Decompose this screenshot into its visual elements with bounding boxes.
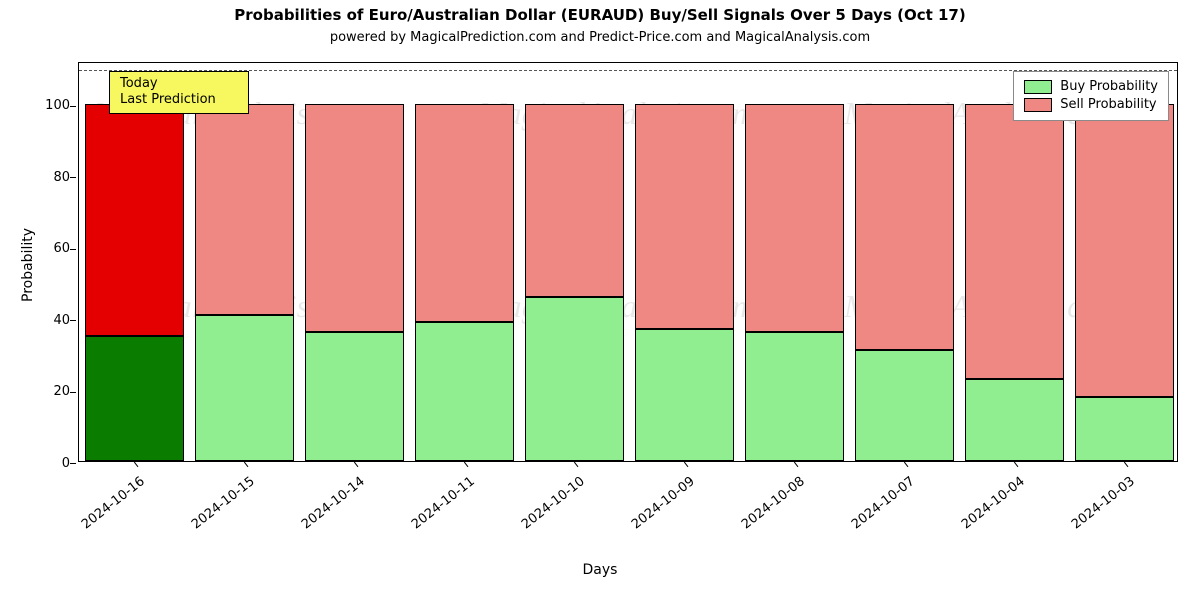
sell-bar [525,104,624,297]
y-tick: 0 [20,456,70,471]
sell-bar [745,104,844,333]
y-tick: 80 [20,170,70,185]
x-tick: 2024-10-07 [849,474,918,532]
buy-bar [745,332,844,461]
sell-bar [855,104,954,350]
bar-group [195,61,294,461]
buy-bar [1075,397,1174,461]
buy-bar [85,336,184,461]
x-tick: 2024-10-11 [409,474,478,532]
buy-bar [525,297,624,461]
x-tick: 2024-10-09 [629,474,698,532]
x-tick: 2024-10-16 [79,474,148,532]
today-annotation: TodayLast Prediction [109,71,249,114]
annotation-line: Today [120,76,238,92]
bar-group [85,61,184,461]
x-tick: 2024-10-03 [1069,474,1138,532]
buy-bar [855,350,954,461]
bar-group [855,61,954,461]
x-tick: 2024-10-15 [189,474,258,532]
x-tick: 2024-10-14 [299,474,368,532]
sell-bar [965,104,1064,379]
x-tick: 2024-10-10 [519,474,588,532]
y-axis-label: Probability [20,228,36,302]
sell-bar [1075,104,1174,397]
chart-title: Probabilities of Euro/Australian Dollar … [0,6,1200,24]
sell-bar [635,104,734,329]
legend-swatch [1024,98,1052,112]
sell-bar [305,104,404,333]
y-tick: 60 [20,241,70,256]
sell-bar [415,104,514,322]
legend-item: Buy Probability [1024,78,1158,96]
buy-bar [195,315,294,461]
sell-bar [195,104,294,315]
legend: Buy ProbabilitySell Probability [1013,71,1169,121]
buy-bar [635,329,734,461]
y-tick: 40 [20,313,70,328]
buy-bar [305,332,404,461]
legend-item: Sell Probability [1024,96,1158,114]
legend-swatch [1024,80,1052,94]
plot-area: MagicalAnalysis.comMagicalAnalysis.comMa… [78,62,1178,462]
bar-group [305,61,404,461]
bar-group [745,61,844,461]
annotation-line: Last Prediction [120,92,238,108]
x-tick: 2024-10-04 [959,474,1028,532]
x-axis-label: Days [0,562,1200,578]
x-tick: 2024-10-08 [739,474,808,532]
bar-group [525,61,624,461]
y-tick: 100 [20,98,70,113]
buy-bar [415,322,514,461]
buy-bar [965,379,1064,461]
sell-bar [85,104,184,336]
legend-label: Sell Probability [1060,96,1156,114]
legend-label: Buy Probability [1060,78,1158,96]
chart-container: Probabilities of Euro/Australian Dollar … [0,0,1200,600]
bar-group [415,61,514,461]
bar-group [635,61,734,461]
chart-subtitle: powered by MagicalPrediction.com and Pre… [0,30,1200,45]
y-tick: 20 [20,384,70,399]
